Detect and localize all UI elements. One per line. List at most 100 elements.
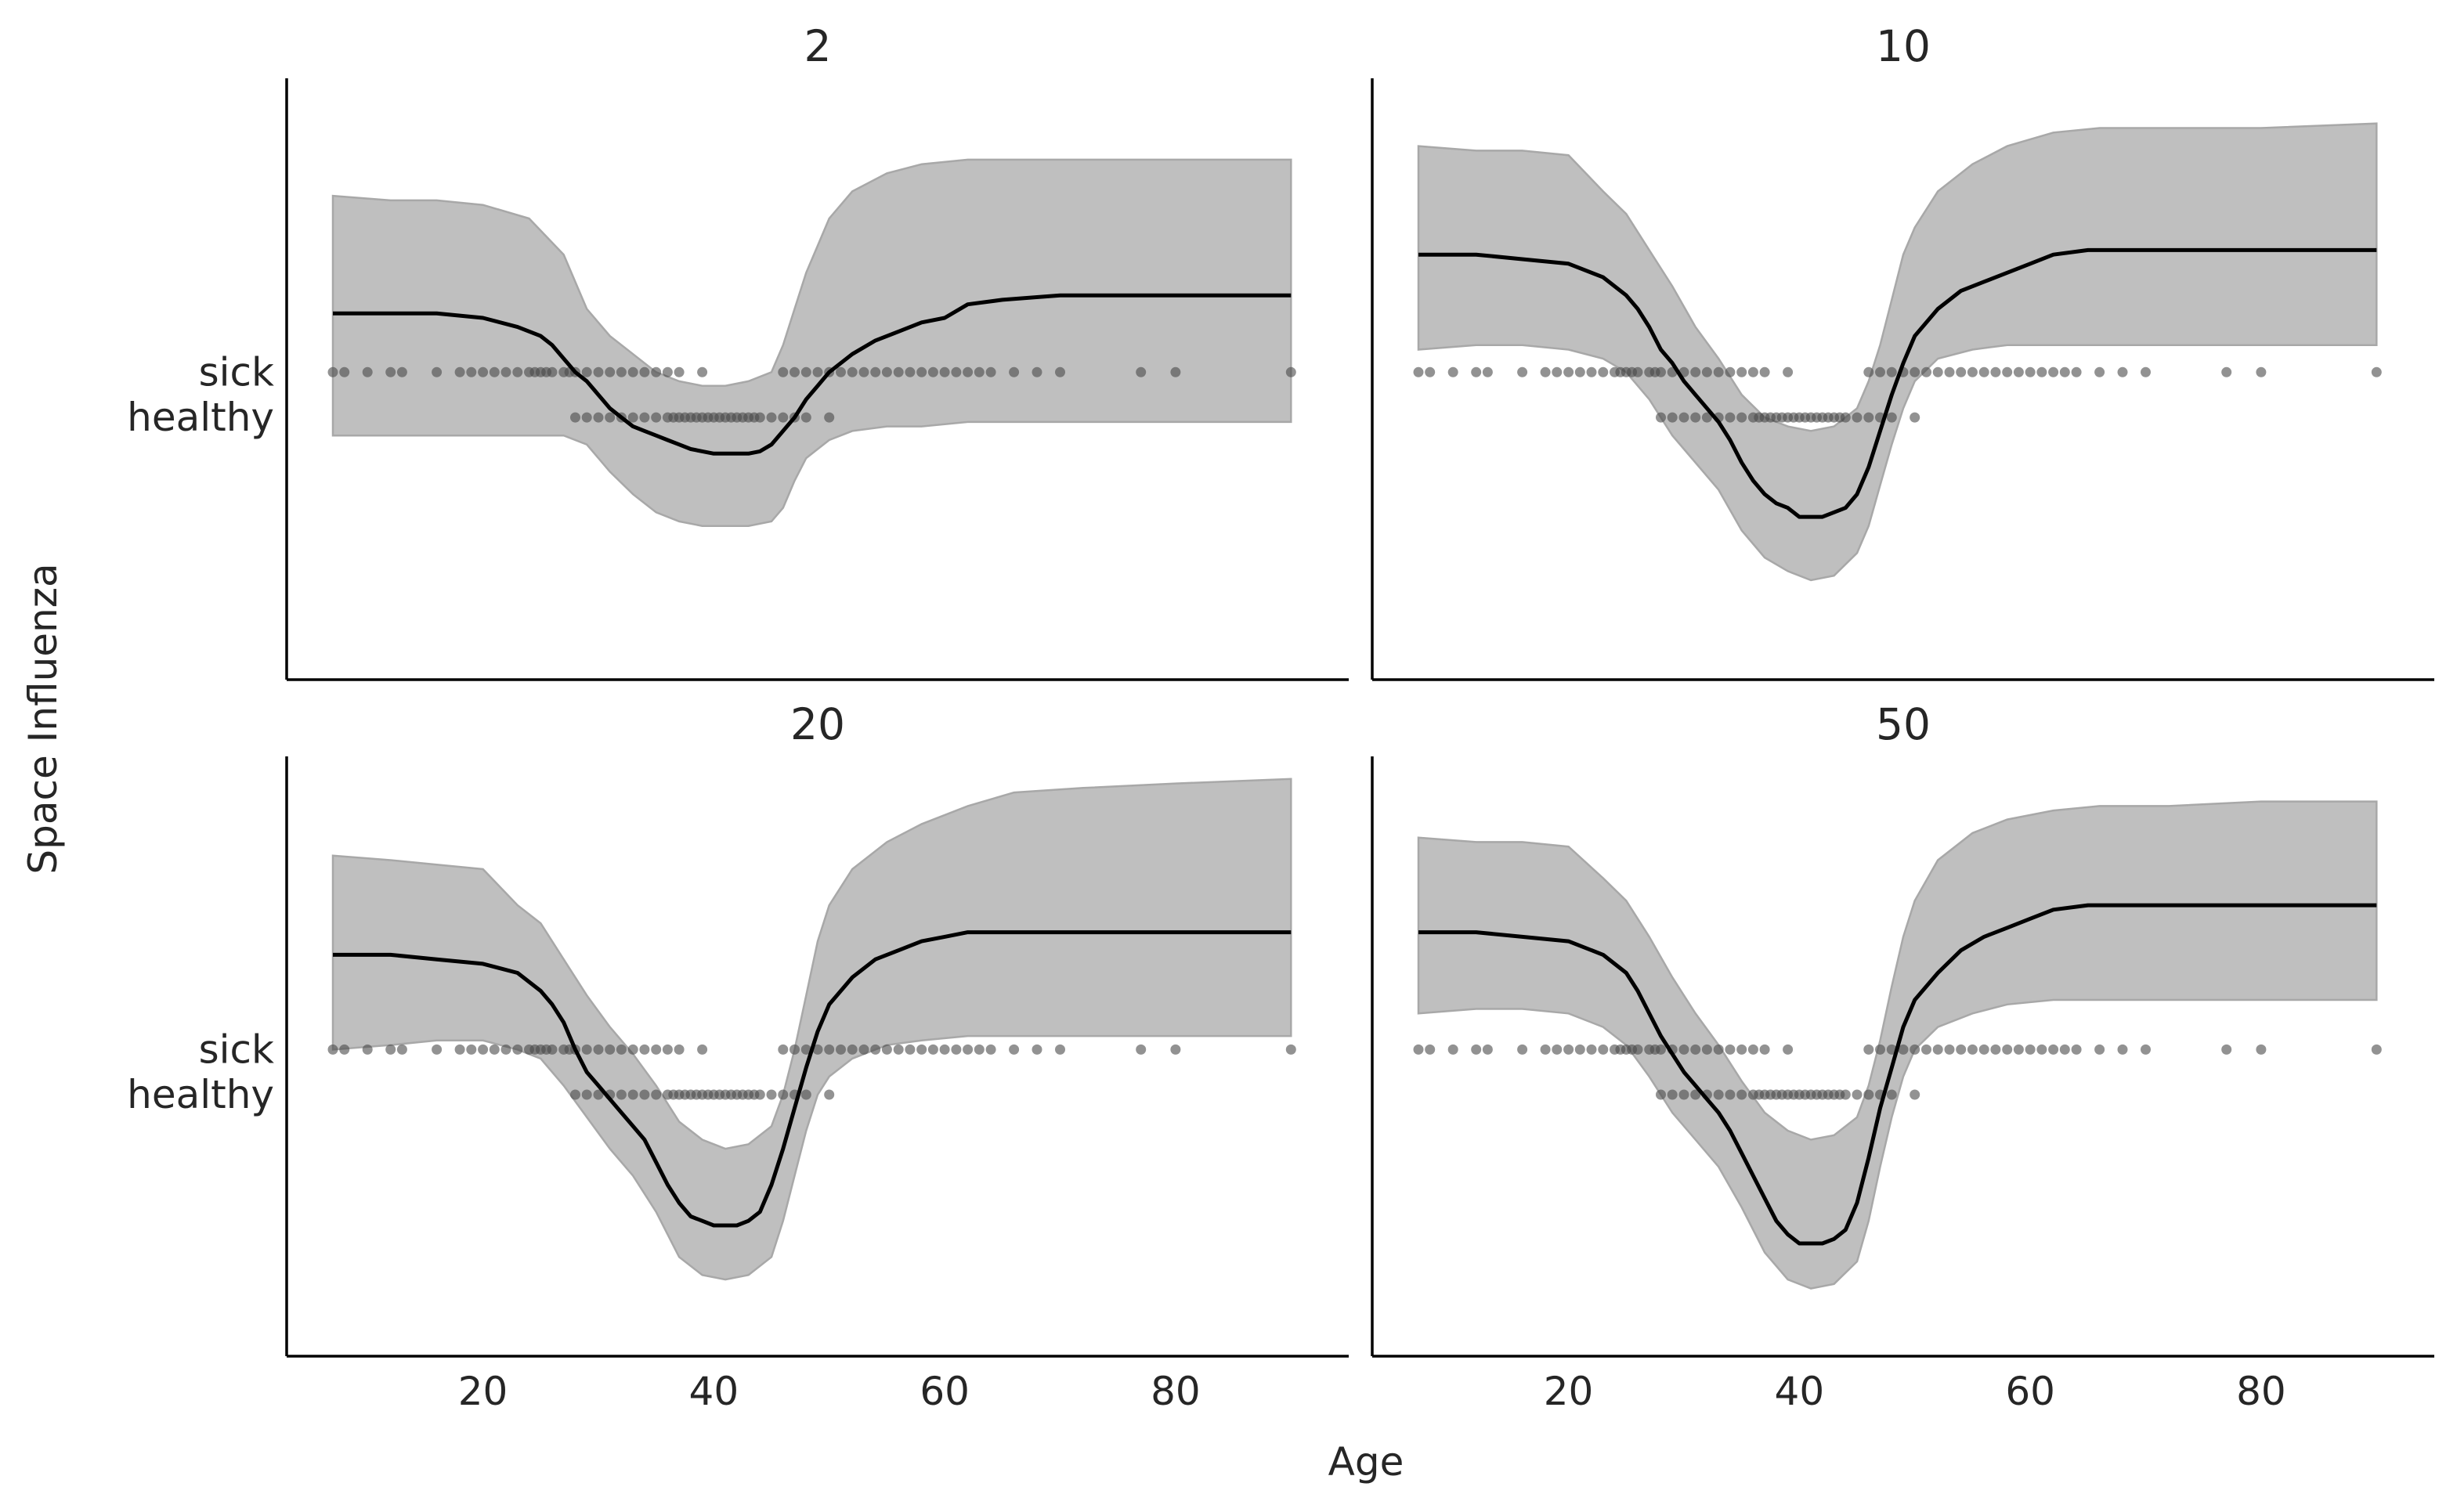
data-point xyxy=(1967,366,1978,377)
data-point xyxy=(547,1044,558,1055)
data-point xyxy=(1701,366,1712,377)
data-point xyxy=(1932,366,1943,377)
data-point xyxy=(512,1044,523,1055)
data-point xyxy=(605,1044,616,1055)
data-point xyxy=(570,412,580,423)
data-point xyxy=(674,366,685,377)
data-point xyxy=(2048,1044,2059,1055)
data-point xyxy=(593,412,604,423)
data-point xyxy=(1032,1044,1042,1055)
data-point xyxy=(1540,366,1551,377)
data-point xyxy=(639,412,650,423)
data-point xyxy=(605,412,616,423)
data-point xyxy=(581,412,592,423)
data-point xyxy=(616,1044,627,1055)
data-point xyxy=(2013,1044,2024,1055)
data-point xyxy=(2256,1044,2267,1055)
data-point xyxy=(627,412,638,423)
data-point xyxy=(893,366,904,377)
data-point xyxy=(1586,1044,1597,1055)
data-point xyxy=(847,366,858,377)
data-point xyxy=(651,1044,662,1055)
data-point xyxy=(2117,366,2128,377)
data-point xyxy=(916,366,927,377)
data-point xyxy=(1783,1044,1794,1055)
data-point xyxy=(870,1044,881,1055)
data-point xyxy=(581,1089,592,1100)
data-point xyxy=(1875,1044,1885,1055)
data-point xyxy=(1285,1044,1296,1055)
data-point xyxy=(963,1044,974,1055)
data-point xyxy=(1863,1089,1874,1100)
data-point xyxy=(1032,366,1042,377)
data-point xyxy=(858,366,869,377)
data-point xyxy=(812,1044,823,1055)
data-point xyxy=(1747,1044,1758,1055)
data-point xyxy=(1713,366,1724,377)
data-point xyxy=(836,366,846,377)
data-point xyxy=(754,412,765,423)
data-point xyxy=(800,412,811,423)
data-point xyxy=(778,1044,789,1055)
data-point xyxy=(396,1044,407,1055)
data-point xyxy=(1656,412,1666,423)
data-point xyxy=(1863,412,1874,423)
data-point xyxy=(1921,366,1931,377)
data-point xyxy=(639,1044,650,1055)
data-point xyxy=(512,366,523,377)
data-point xyxy=(1910,1089,1920,1100)
data-point xyxy=(627,1089,638,1100)
data-point xyxy=(836,1044,846,1055)
data-point xyxy=(1701,412,1712,423)
data-point xyxy=(1632,1044,1643,1055)
data-point xyxy=(754,1089,765,1100)
data-point xyxy=(2256,366,2267,377)
data-point xyxy=(385,1044,396,1055)
x-tick-label: 20 xyxy=(458,1369,508,1414)
data-point xyxy=(1632,366,1643,377)
data-point xyxy=(1863,1044,1874,1055)
data-point xyxy=(1667,1089,1678,1100)
data-point xyxy=(939,1044,950,1055)
data-point xyxy=(893,1044,904,1055)
x-tick-label: 40 xyxy=(689,1369,739,1414)
data-point xyxy=(2013,366,2024,377)
data-point xyxy=(1886,1089,1897,1100)
data-point xyxy=(1898,1044,1909,1055)
data-point xyxy=(1425,366,1436,377)
data-point xyxy=(1886,412,1897,423)
data-point xyxy=(2025,1044,2036,1055)
data-point xyxy=(1690,366,1701,377)
data-point xyxy=(1875,366,1885,377)
data-point xyxy=(581,366,592,377)
data-point xyxy=(800,1089,811,1100)
data-point xyxy=(581,1044,592,1055)
data-point xyxy=(1471,366,1482,377)
data-point xyxy=(1736,412,1747,423)
data-point xyxy=(500,366,511,377)
data-point xyxy=(1713,1044,1724,1055)
data-point xyxy=(905,366,916,377)
subplot-title: 50 xyxy=(1876,699,1931,749)
data-point xyxy=(1725,1089,1736,1100)
data-point xyxy=(927,366,938,377)
y-tick-label-healthy: healthy xyxy=(127,1072,274,1117)
data-point xyxy=(1678,1044,1689,1055)
data-point xyxy=(396,366,407,377)
x-axis-label: Age xyxy=(1328,1439,1404,1485)
data-point xyxy=(2002,1044,2013,1055)
data-point xyxy=(1552,366,1563,377)
data-point xyxy=(812,366,823,377)
x-tick-label: 60 xyxy=(920,1369,970,1414)
data-point xyxy=(1736,1089,1747,1100)
data-point xyxy=(339,366,350,377)
mean-line xyxy=(1418,247,2377,519)
data-point xyxy=(1701,1044,1712,1055)
data-point xyxy=(2036,1044,2047,1055)
data-point xyxy=(466,1044,477,1055)
y-tick-label-sick: sick xyxy=(199,1027,274,1072)
data-point xyxy=(1009,1044,1020,1055)
data-point xyxy=(1552,1044,1563,1055)
